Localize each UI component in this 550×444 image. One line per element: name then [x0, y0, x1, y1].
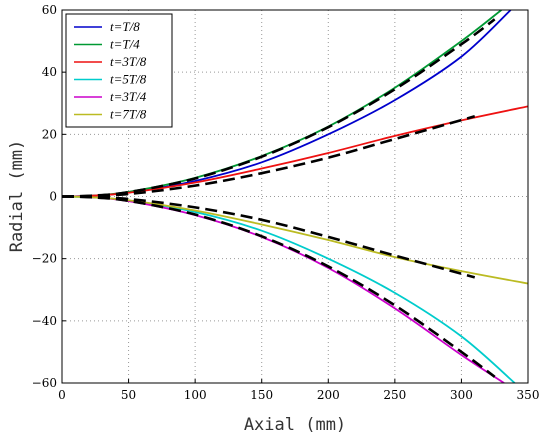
legend-label: t=T/8 — [110, 19, 140, 34]
series-line-dashed — [62, 195, 496, 378]
grid — [62, 10, 528, 383]
y-tick-label: −40 — [32, 314, 57, 328]
x-tick-label: 250 — [383, 388, 406, 402]
y-tick-label: 40 — [42, 65, 57, 79]
x-tick-label: 150 — [250, 388, 273, 402]
legend-label: t=7T/8 — [110, 107, 147, 122]
legend: t=T/8 t=T/4 t=3T/8 t=5T/8 t=3T/4 t=7T/8 — [65, 13, 173, 128]
x-tick-label: 300 — [450, 388, 473, 402]
legend-box — [65, 13, 173, 128]
x-tick-label: 50 — [121, 388, 136, 402]
y-tick-label: 20 — [42, 127, 57, 141]
y-tick-label: 0 — [49, 190, 57, 204]
legend-label: t=5T/8 — [110, 72, 147, 87]
x-tick-label: 100 — [184, 388, 207, 402]
x-tick-label: 350 — [517, 388, 540, 402]
y-tick-label: 60 — [42, 3, 57, 17]
legend-label: t=3T/4 — [110, 89, 147, 104]
x-tick-label: 0 — [58, 388, 66, 402]
legend-label: t=T/4 — [110, 37, 140, 52]
x-tick-label: 200 — [317, 388, 340, 402]
series-group — [62, 10, 528, 383]
y-tick-label: −60 — [32, 376, 57, 390]
legend-label: t=3T/8 — [110, 54, 147, 69]
y-axis-label: Radial (mm) — [7, 140, 27, 253]
y-tick-label: −20 — [32, 252, 57, 266]
x-axis-label: Axial (mm) — [244, 415, 346, 435]
